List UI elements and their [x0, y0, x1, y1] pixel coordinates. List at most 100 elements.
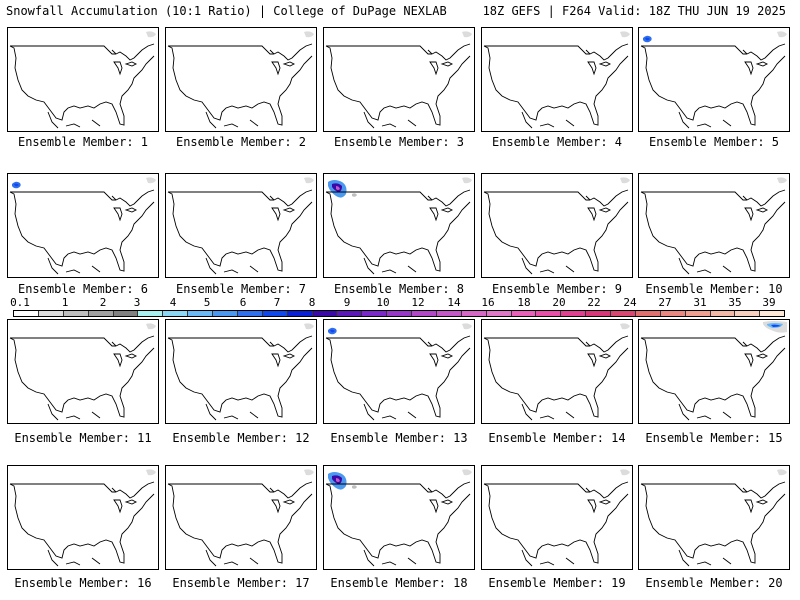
lake-erie	[440, 207, 454, 213]
canada-border	[168, 191, 274, 201]
lake-michigan	[587, 61, 597, 76]
conus-map	[325, 31, 472, 129]
colorbar-swatch	[287, 311, 313, 316]
colorbar-tick-label: 27	[658, 296, 672, 309]
ensemble-member-map	[7, 319, 159, 424]
canada-border	[10, 45, 116, 55]
conus-map	[9, 323, 156, 421]
colorbar-swatch	[561, 311, 587, 316]
lake-michigan	[744, 61, 754, 76]
great-lakes-shore	[742, 189, 786, 207]
colorbar-swatch	[14, 311, 39, 316]
ensemble-member-label: Ensemble Member: 15	[645, 431, 783, 445]
colorbar-swatch	[63, 311, 89, 316]
coastline	[483, 45, 629, 126]
colorbar-tick-label: 9	[343, 296, 351, 309]
colorbar-swatch	[188, 311, 213, 316]
canada-border	[641, 191, 747, 201]
great-lakes-shore	[585, 481, 629, 499]
ensemble-member-label: Ensemble Member: 16	[14, 576, 152, 590]
colorbar-swatch	[312, 311, 338, 316]
snow-trace-area	[462, 31, 472, 38]
ensemble-member-label: Ensemble Member: 13	[330, 431, 468, 445]
conus-map	[9, 31, 156, 129]
ensemble-member-map	[638, 27, 790, 132]
colorbar-swatch	[387, 311, 412, 316]
canada-border	[326, 337, 432, 347]
coastline	[640, 191, 786, 272]
snow-trace-area	[462, 323, 472, 330]
snow-trace-area	[777, 31, 787, 38]
great-lakes-shore	[427, 189, 471, 207]
mexico-coast	[363, 403, 417, 421]
great-lakes-shore	[111, 335, 155, 353]
colorbar-swatch	[237, 311, 263, 316]
great-lakes-shore	[585, 189, 629, 207]
mexico-coast	[521, 257, 575, 275]
colorbar-swatch	[760, 311, 785, 316]
lake-erie	[440, 61, 454, 67]
lake-erie	[598, 499, 612, 505]
colorbar-swatch	[163, 311, 189, 316]
lake-erie	[282, 207, 296, 213]
mexico-coast	[678, 403, 732, 421]
lake-erie	[755, 353, 769, 359]
ensemble-member-label: Ensemble Member: 1	[17, 135, 149, 149]
ensemble-member-label: Ensemble Member: 9	[491, 282, 623, 296]
mexico-coast	[678, 111, 732, 129]
lake-erie	[598, 207, 612, 213]
coastline	[167, 483, 313, 564]
mexico-coast	[363, 257, 417, 275]
colorbar-tick-label: 20	[552, 296, 566, 309]
ensemble-member-map	[638, 319, 790, 424]
lake-erie	[124, 499, 138, 505]
colorbar-tick-label: 16	[481, 296, 495, 309]
ensemble-member-map	[481, 27, 633, 132]
snow-trace-area	[304, 177, 314, 184]
lake-michigan	[271, 499, 281, 514]
colorbar-swatch	[88, 311, 114, 316]
colorbar-swatch	[586, 311, 611, 316]
colorbar-tick-label: 3	[133, 296, 141, 309]
coastline	[167, 337, 313, 418]
snowfall-area	[330, 329, 335, 333]
ensemble-member-label: Ensemble Member: 7	[175, 282, 307, 296]
mexico-coast	[521, 549, 575, 567]
ensemble-member-map	[165, 173, 317, 278]
conus-map	[483, 323, 630, 421]
great-lakes-shore	[269, 481, 313, 499]
map-title: Snowfall Accumulation (10:1 Ratio) | Col…	[6, 4, 447, 18]
colorbar-tick-label: 0.1	[10, 296, 30, 309]
ensemble-member-label: Ensemble Member: 20	[645, 576, 783, 590]
lake-erie	[440, 499, 454, 505]
colorbar-tick-label: 10	[376, 296, 390, 309]
snowfall-area	[645, 37, 650, 41]
ensemble-member-label: Ensemble Member: 19	[488, 576, 626, 590]
lake-erie	[755, 61, 769, 67]
colorbar-tick-label: 7	[273, 296, 281, 309]
snow-trace-area	[304, 31, 314, 38]
snowfall-colorbar	[13, 310, 785, 317]
ensemble-member-label: Ensemble Member: 11	[14, 431, 152, 445]
coastline	[640, 337, 786, 418]
canada-border	[326, 191, 432, 201]
conus-map	[483, 31, 630, 129]
mexico-coast	[521, 403, 575, 421]
lake-michigan	[744, 207, 754, 222]
conus-map	[167, 323, 314, 421]
lake-erie	[124, 353, 138, 359]
ensemble-member-map	[165, 319, 317, 424]
colorbar-tick-label: 14	[447, 296, 461, 309]
lake-michigan	[271, 353, 281, 368]
snow-trace-area	[620, 469, 630, 476]
colorbar-swatch	[113, 311, 139, 316]
ensemble-member-label: Ensemble Member: 17	[172, 576, 310, 590]
lake-erie	[282, 353, 296, 359]
ensemble-member-map	[7, 465, 159, 570]
colorbar-tick-label: 6	[239, 296, 247, 309]
great-lakes-shore	[269, 335, 313, 353]
conus-map	[640, 31, 787, 129]
canada-border	[484, 337, 590, 347]
ensemble-member-map	[323, 319, 475, 424]
snow-trace-area	[462, 469, 472, 476]
